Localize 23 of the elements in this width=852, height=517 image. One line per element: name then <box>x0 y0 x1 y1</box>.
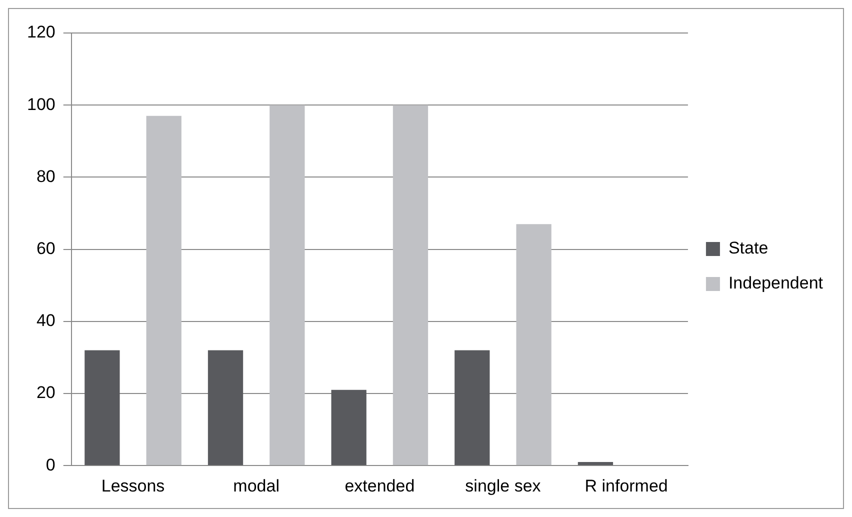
x-tick-label: single sex <box>465 476 542 496</box>
y-tick-label: 80 <box>36 166 56 186</box>
bar <box>208 350 244 466</box>
y-tick-label: 60 <box>36 238 56 258</box>
bar <box>331 390 366 466</box>
bar <box>454 350 490 466</box>
legend-label: State <box>728 238 768 258</box>
x-tick-label: R informed <box>584 476 668 496</box>
y-tick-label: 100 <box>26 94 56 114</box>
x-tick-label: Lessons <box>101 476 165 496</box>
x-tick-label: extended <box>344 476 415 496</box>
y-tick-label: 20 <box>36 383 56 402</box>
bar <box>392 105 428 466</box>
y-tick-label: 120 <box>26 22 56 42</box>
bar <box>270 105 305 466</box>
bar <box>84 350 120 466</box>
x-tick-label: modal <box>233 476 280 496</box>
bar <box>516 224 552 466</box>
legend-label: Independent <box>728 274 824 293</box>
bar <box>146 116 182 466</box>
y-tick-label: 0 <box>46 455 56 474</box>
y-tick-label: 40 <box>36 311 56 330</box>
bar <box>578 462 614 466</box>
